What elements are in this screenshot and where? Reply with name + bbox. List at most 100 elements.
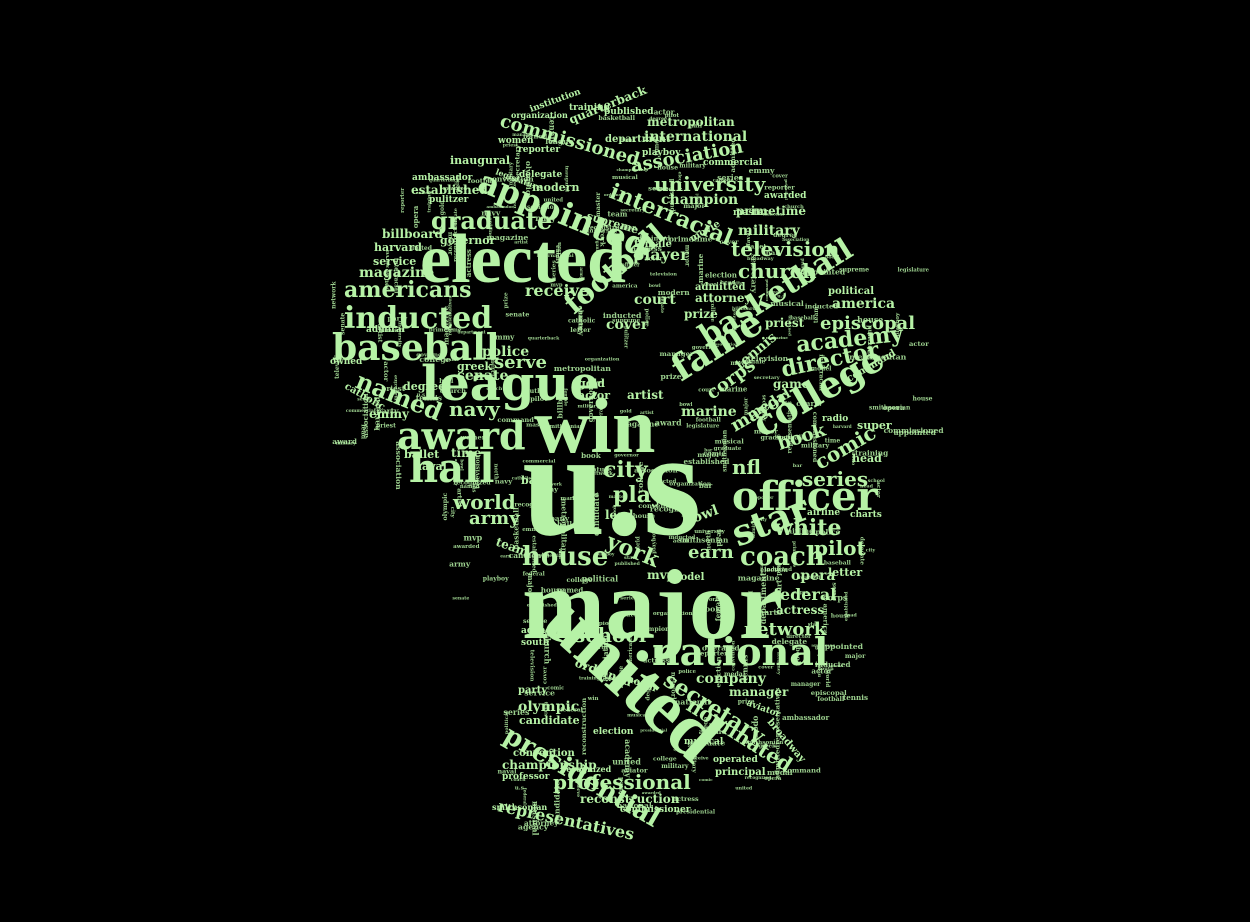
filler-word: series xyxy=(503,708,530,717)
filler-word: artist xyxy=(640,410,655,416)
word-attorney: attorney xyxy=(695,291,753,305)
word-charts: charts xyxy=(850,510,882,520)
filler-word: appointed xyxy=(803,267,846,276)
filler-word: emmy xyxy=(749,166,775,175)
filler-word: actor xyxy=(811,667,832,676)
filler-word: commercial xyxy=(523,459,556,465)
filler-word: service xyxy=(523,618,547,625)
filler-word: reporter xyxy=(538,525,561,531)
word-model: model xyxy=(670,572,705,583)
filler-word: military xyxy=(801,441,830,449)
filler-word: serve xyxy=(831,583,838,601)
word-manager: manager xyxy=(729,685,789,699)
filler-word: smithsonian xyxy=(869,405,911,412)
filler-word: female xyxy=(714,594,723,621)
filler-word: football xyxy=(777,435,804,442)
filler-word: major xyxy=(697,451,720,459)
filler-word: presidential xyxy=(640,727,667,732)
filler-word: champion xyxy=(581,621,612,627)
filler-word: actor xyxy=(382,361,390,381)
word-pilot: pilot xyxy=(814,536,867,560)
filler-word: department xyxy=(759,572,768,624)
word-baseball: baseball xyxy=(332,327,500,369)
filler-word: north xyxy=(705,530,713,551)
filler-word: television xyxy=(650,272,677,278)
word-ambassador: ambassador xyxy=(412,173,473,183)
word-national: national xyxy=(652,629,828,674)
filler-word: senate xyxy=(453,208,459,225)
word-artist: artist xyxy=(627,388,664,402)
word-inducted: inducted xyxy=(344,301,492,336)
filler-word: service xyxy=(524,688,555,697)
filler-word: receive xyxy=(689,756,708,762)
filler-word: recognized xyxy=(745,776,771,781)
filler-word: broadway xyxy=(747,256,775,262)
filler-word: university xyxy=(397,321,403,348)
filler-word: mvp xyxy=(550,283,563,289)
word-hall: hall xyxy=(409,445,494,492)
filler-word: reporter xyxy=(753,496,774,501)
filler-word: united xyxy=(544,198,564,204)
filler-word: united xyxy=(735,786,753,792)
filler-word: military xyxy=(578,404,600,410)
word-play: play xyxy=(613,482,665,508)
filler-word: opera xyxy=(883,404,905,412)
filler-word: bar xyxy=(793,463,803,469)
word-organization: organization xyxy=(511,110,568,120)
filler-word: olympic xyxy=(441,492,449,520)
filler-word: military xyxy=(679,163,706,170)
filler-word: book xyxy=(627,678,640,684)
filler-word: principal xyxy=(784,179,789,200)
filler-word: ambassador xyxy=(487,204,515,209)
filler-word: actress xyxy=(464,249,473,277)
word-billboard: billboard xyxy=(382,227,444,241)
filler-word: opera xyxy=(851,449,857,465)
filler-word: convention xyxy=(730,640,736,671)
word-naval: naval xyxy=(414,460,447,473)
filler-word: serve xyxy=(575,783,580,797)
filler-word: commercial xyxy=(346,408,376,414)
word-lead: lead xyxy=(605,508,634,522)
filler-word: football xyxy=(696,417,722,423)
word-commissioner: commissioner xyxy=(620,805,691,815)
filler-word: ordained xyxy=(788,316,793,337)
word-established: established xyxy=(411,183,488,197)
filler-word: network xyxy=(542,483,563,488)
filler-word: master xyxy=(526,423,550,429)
filler-word: church xyxy=(440,387,466,395)
word-admiral: admiral xyxy=(366,325,406,335)
filler-word: musical xyxy=(715,438,745,446)
filler-word: artist xyxy=(455,488,462,507)
filler-word: head xyxy=(720,280,735,286)
word-degree: degree xyxy=(403,380,445,393)
filler-word: pulitzer xyxy=(866,325,873,353)
filler-word: command xyxy=(764,279,769,301)
word-emmy: emmy xyxy=(369,407,410,421)
word-super: super xyxy=(857,419,892,432)
filler-word: legislature xyxy=(572,466,612,474)
filler-word: operated xyxy=(702,644,740,653)
filler-word: catholic xyxy=(512,477,532,482)
word-church: church xyxy=(738,259,817,283)
word-network: network xyxy=(744,619,827,640)
word-nfl: nfl xyxy=(732,455,762,479)
filler-word: opera xyxy=(751,716,760,741)
word-champion: champion xyxy=(661,192,738,208)
filler-word: city xyxy=(866,548,876,554)
filler-word: established xyxy=(530,536,536,573)
word-television: television xyxy=(731,237,840,261)
filler-word: naval xyxy=(745,229,752,247)
word-smithsonian: smithsonian xyxy=(492,802,547,812)
word-training: training xyxy=(569,103,611,113)
filler-word: quarterback xyxy=(429,178,461,184)
word-federal: federal xyxy=(773,585,836,604)
word-america: america xyxy=(832,296,895,312)
word-political: political xyxy=(828,286,874,297)
filler-word: house xyxy=(831,613,851,620)
filler-word: presidential xyxy=(676,810,716,816)
filler-word: named xyxy=(617,776,625,801)
word-court: court xyxy=(634,292,676,308)
filler-word: inducted xyxy=(669,535,696,541)
filler-word: emmy xyxy=(490,332,515,341)
filler-word: inducted xyxy=(815,660,851,669)
